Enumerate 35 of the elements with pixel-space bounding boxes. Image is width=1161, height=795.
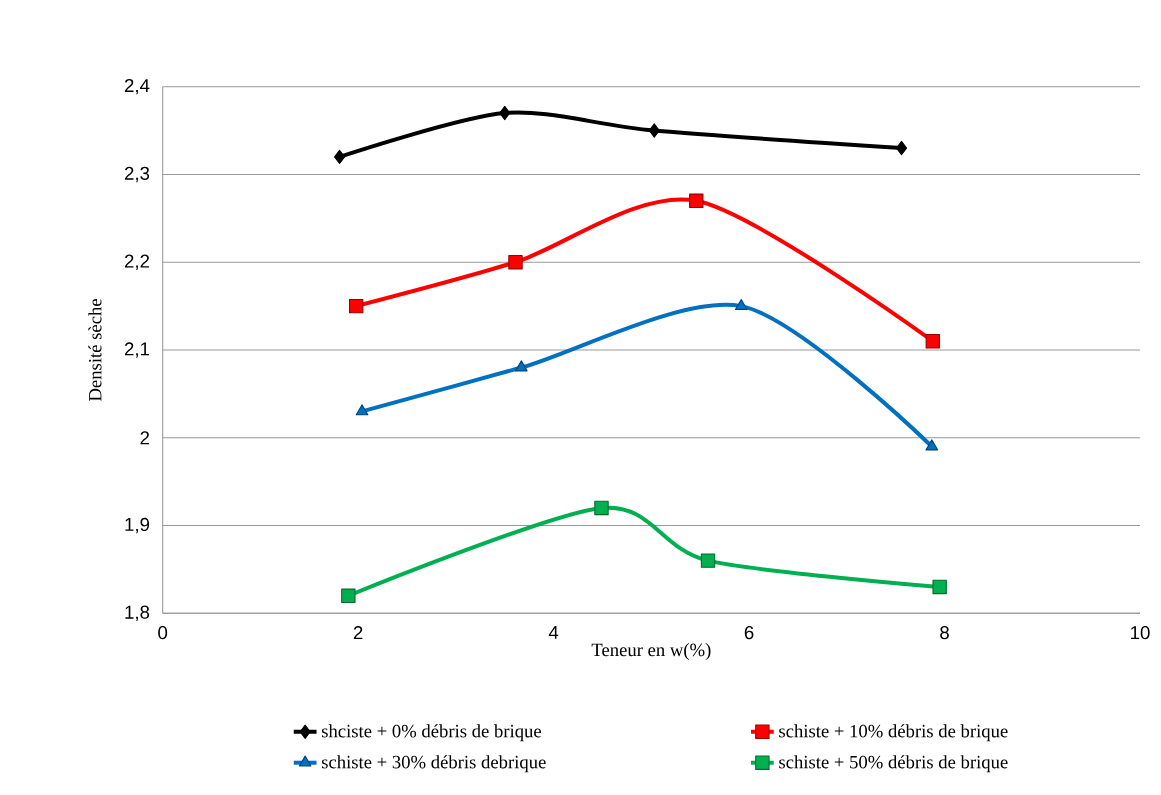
legend-label: schiste + 50% débris de brique [779, 755, 1008, 773]
point [925, 334, 941, 349]
y-axis-title: Densité sèche [88, 299, 102, 402]
x-tick-label: 8 [940, 626, 949, 640]
point [515, 360, 528, 372]
point [341, 588, 356, 603]
legend-label: schiste + 30% débris debrique [321, 755, 546, 773]
point [689, 193, 704, 208]
x-tick-label: 6 [744, 626, 754, 640]
y-tick-label: 2,3 [124, 166, 150, 183]
point [896, 140, 908, 156]
point [499, 105, 511, 121]
point [648, 123, 660, 138]
x-tick-label: 10 [1131, 626, 1150, 640]
legend-label: shciste + 0% débris de brique [321, 724, 542, 742]
y-tick-label: 2 [140, 431, 150, 445]
point [355, 404, 369, 416]
y-tick-label: 1,8 [125, 605, 150, 622]
point [734, 298, 748, 310]
point [334, 149, 346, 165]
legend-label: schiste + 10% débris de brique [779, 724, 1008, 742]
point [348, 298, 364, 314]
point [508, 255, 523, 270]
point [700, 553, 716, 568]
x-tick-label: 0 [158, 626, 168, 640]
y-tick-label: 2,4 [124, 78, 150, 95]
x-tick-label: 2 [353, 626, 363, 640]
point [932, 579, 947, 595]
y-tick-label: 1,9 [125, 517, 150, 534]
x-tick-label: 4 [548, 626, 559, 639]
point [925, 439, 939, 451]
point [594, 500, 609, 516]
y-tick-label: 2,2 [124, 254, 150, 270]
x-axis-title: Teneur en w(%) [591, 643, 711, 660]
y-tick-label: 2,1 [124, 342, 150, 358]
